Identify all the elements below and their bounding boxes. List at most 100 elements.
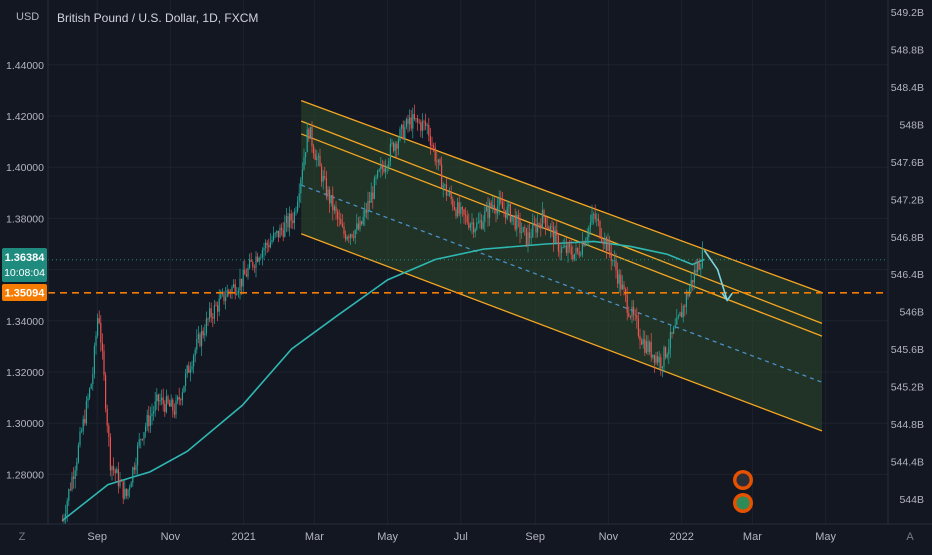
candle-body: [268, 244, 270, 248]
candle-body: [628, 312, 630, 317]
candle-body: [449, 192, 451, 195]
right-axis-tick-label: 546.8B: [891, 232, 924, 244]
candle-body: [575, 247, 577, 254]
symbol-title: British Pound / U.S. Dollar, 1D, FXCM: [57, 11, 258, 25]
candle-body: [567, 244, 569, 254]
candle-body: [410, 117, 412, 129]
right-price-axis[interactable]: 544B 544.4B 544.8B 545.2B 545.6B 546B 546.4B 54…: [891, 7, 924, 506]
left-axis-tick-label: 1.42000: [6, 111, 44, 123]
candle-body: [436, 161, 438, 163]
candle-body: [641, 340, 643, 345]
left-price-axis[interactable]: 1.280001.300001.320001.340001.360001.380…: [6, 60, 44, 482]
channel-upper-inner-line: [300, 120, 823, 324]
candle-body: [492, 204, 494, 207]
candle-body: [418, 121, 420, 123]
time-axis-tick-label: Mar: [743, 531, 762, 543]
candle-body: [562, 247, 564, 248]
candle-body: [673, 327, 675, 334]
moving-average-line: [61, 240, 705, 522]
candle-body: [415, 118, 417, 120]
candle-body: [170, 399, 172, 407]
candle-body: [431, 145, 433, 146]
candle-body: [650, 341, 652, 358]
candle-body: [73, 476, 75, 479]
projection-arrow-head: [721, 292, 733, 302]
candle-body: [141, 439, 143, 441]
candle-body: [433, 145, 435, 148]
candle-body: [429, 135, 431, 146]
candle-body: [287, 216, 289, 228]
candle-body: [108, 425, 110, 437]
candle-body: [330, 194, 332, 204]
candle-body: [226, 290, 228, 298]
candle-body: [177, 396, 179, 401]
candle-body: [311, 126, 313, 147]
candle-body: [693, 270, 695, 283]
candle-body: [380, 165, 382, 170]
candle-body: [377, 170, 379, 178]
candle-body: [557, 235, 559, 252]
candle-body: [588, 227, 590, 237]
candle-body: [540, 224, 542, 229]
candle-body: [143, 432, 145, 440]
bar-countdown: 10:08:04: [4, 267, 45, 279]
candle-body: [348, 237, 350, 239]
candle-body: [541, 210, 543, 229]
candle-body: [285, 216, 287, 223]
candle-body: [303, 157, 305, 170]
candle-body: [145, 426, 147, 433]
candle-body: [652, 354, 654, 358]
candle-body: [405, 119, 407, 128]
currency-label[interactable]: USD: [16, 11, 39, 23]
right-axis-tick-label: 549.2B: [891, 7, 924, 19]
candle-body: [290, 213, 292, 221]
candle-body: [180, 399, 182, 401]
left-axis-tick-label: 1.28000: [6, 469, 44, 481]
candle-body: [241, 278, 243, 287]
candle-body: [647, 341, 649, 352]
level-price-tag-background: [2, 284, 47, 301]
candle-body: [428, 125, 430, 136]
candle-body: [394, 143, 396, 151]
candle-body: [81, 431, 83, 433]
left-axis-tick-label: 1.30000: [6, 418, 44, 430]
parallel-channel[interactable]: [300, 100, 823, 432]
candle-body: [77, 445, 79, 463]
overlay-layer: [48, 249, 888, 302]
time-axis[interactable]: Sep Nov 2021 Mar May Jul Sep Nov 2022 Mar May: [87, 531, 836, 543]
candle-body: [642, 339, 644, 345]
candle-body: [671, 331, 673, 334]
candle-body: [537, 223, 539, 233]
auto-scale-button[interactable]: A: [906, 531, 914, 543]
candle-body: [620, 274, 622, 290]
candle-body: [389, 143, 391, 162]
channel-lower-line: [300, 233, 823, 432]
candle-body: [684, 306, 686, 307]
candle-body: [133, 467, 135, 470]
candle-body: [591, 214, 593, 223]
candle-body: [178, 396, 180, 400]
candle-body: [298, 193, 300, 202]
candle-body: [189, 369, 191, 373]
candle-body: [617, 270, 619, 284]
candle-body: [346, 237, 348, 240]
candle-body: [487, 206, 489, 218]
candle-body: [573, 253, 575, 260]
candle-body: [700, 267, 702, 270]
right-axis-tick-label: 544B: [899, 494, 924, 506]
candle-body: [697, 262, 699, 273]
candle-body: [420, 122, 422, 131]
candle-body: [463, 209, 465, 215]
candle-body: [340, 219, 342, 225]
zoom-icon[interactable]: Z: [19, 531, 26, 543]
candle-body: [396, 143, 398, 149]
candle-body: [639, 335, 641, 341]
candle-body: [149, 416, 151, 426]
candle-body: [381, 165, 383, 169]
candle-body: [385, 167, 387, 172]
economic-events-marker[interactable]: [733, 470, 753, 513]
candle-body: [439, 159, 441, 165]
candle-body: [519, 218, 521, 233]
